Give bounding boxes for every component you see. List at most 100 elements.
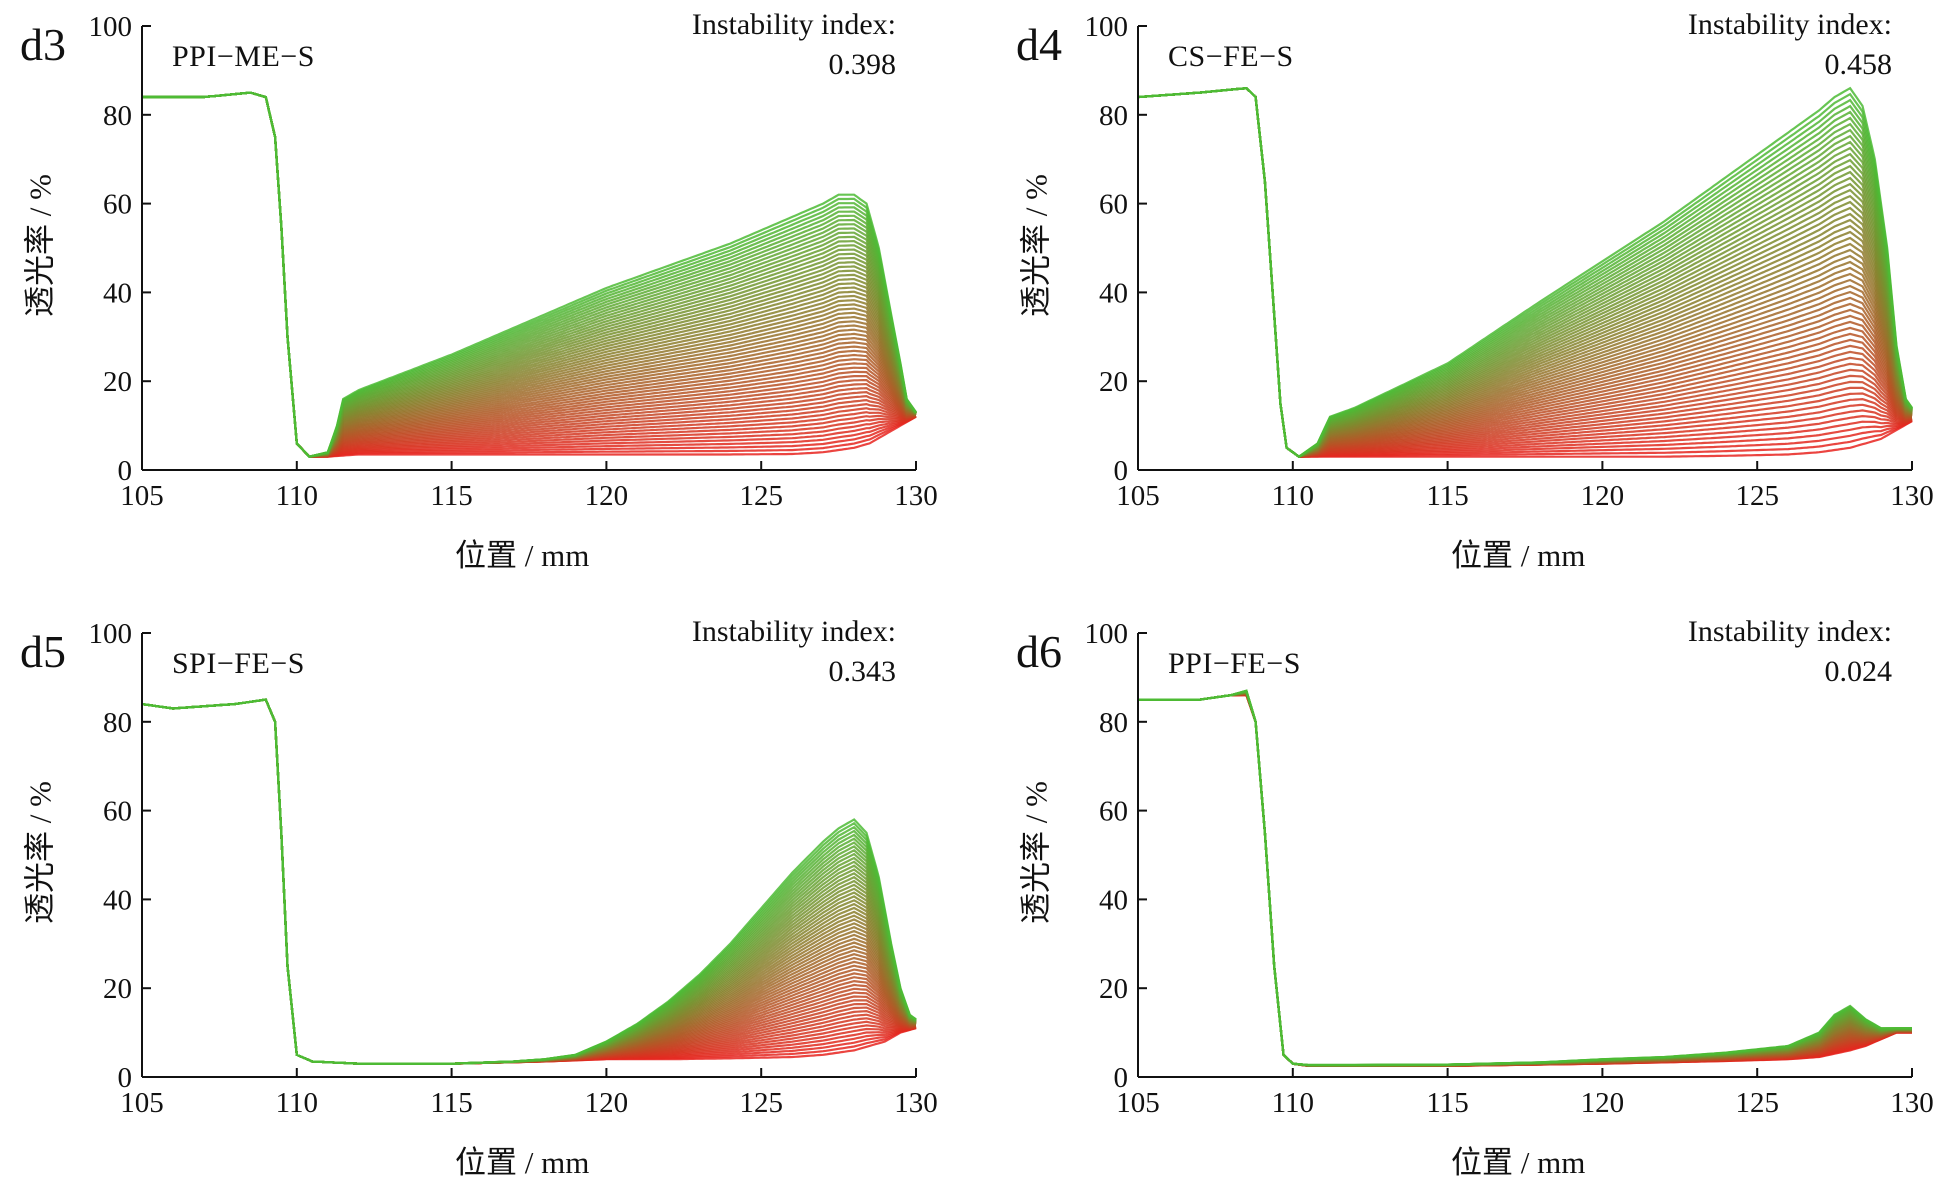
- transmission-curve: [1138, 691, 1912, 1067]
- transmission-curve: [1138, 693, 1912, 1067]
- transmission-curve: [1138, 690, 1912, 1067]
- y-tick-label: 40: [103, 884, 132, 916]
- x-tick-label: 115: [1426, 480, 1468, 512]
- plot-area: 105 110 115 120 125 130 0 20 40 60 80 100: [1085, 11, 1934, 512]
- y-tick-label: 20: [1099, 366, 1128, 398]
- transmission-curve: [1138, 689, 1912, 1067]
- panel-label: d3: [20, 19, 66, 70]
- transmission-curve: [1138, 693, 1912, 1067]
- y-tick-label: 40: [1099, 884, 1128, 916]
- x-tick-label: 105: [1116, 480, 1160, 512]
- transmission-curve: [1138, 689, 1912, 1067]
- x-tick-label: 110: [276, 1087, 318, 1119]
- x-tick-label: 115: [430, 480, 472, 512]
- transmission-curve: [1138, 692, 1912, 1067]
- y-tick-label: 40: [103, 277, 132, 309]
- y-tick-label: 60: [103, 796, 132, 828]
- instability-index-value: 0.458: [1824, 48, 1893, 81]
- y-tick-label: 0: [118, 1062, 133, 1094]
- transmission-curve: [1138, 691, 1912, 1067]
- transmission-curve: [1138, 692, 1912, 1067]
- instability-index-value: 0.024: [1824, 655, 1893, 688]
- y-tick-label: 80: [1099, 707, 1128, 739]
- y-axis-label: 透光率 / %: [1018, 174, 1054, 317]
- instability-index-label: Instability index:: [1687, 615, 1892, 648]
- instability-index-label: Instability index:: [691, 8, 896, 41]
- x-tick-label: 130: [1890, 480, 1934, 512]
- y-tick-label: 60: [1099, 189, 1128, 221]
- transmission-curve: [1138, 692, 1912, 1067]
- transmission-curve: [1138, 692, 1912, 1067]
- transmission-curve: [1138, 689, 1912, 1067]
- transmission-curve: [1138, 690, 1912, 1067]
- y-tick-label: 0: [1114, 1062, 1129, 1094]
- y-tick-label: 100: [89, 618, 133, 650]
- x-tick-label: 110: [1272, 1087, 1314, 1119]
- transmission-curve: [1138, 692, 1912, 1067]
- sample-name: PPI−FE−S: [1168, 647, 1301, 680]
- transmission-curve: [1138, 689, 1912, 1067]
- instability-index-label: Instability index:: [691, 615, 896, 648]
- curve-family: [1138, 689, 1912, 1067]
- x-tick-label: 125: [739, 480, 783, 512]
- transmission-curve: [1138, 690, 1912, 1067]
- x-tick-label: 130: [1890, 1087, 1934, 1119]
- x-axis-label: 位置 / mm: [1451, 538, 1586, 573]
- transmission-curve: [1138, 692, 1912, 1067]
- transmission-curve: [1138, 693, 1912, 1067]
- x-tick-label: 130: [894, 1087, 938, 1119]
- transmission-curve: [1138, 693, 1912, 1067]
- transmission-curve: [1138, 689, 1912, 1067]
- transmission-curve: [1138, 689, 1912, 1067]
- y-axis-label: 透光率 / %: [22, 781, 58, 924]
- transmission-curve: [1138, 691, 1912, 1067]
- x-tick-label: 105: [120, 480, 164, 512]
- plot-area: 105 110 115 120 125 130 0 20 40 60 80 100: [89, 618, 938, 1119]
- transmission-curve: [1138, 692, 1912, 1067]
- transmission-curve: [1138, 693, 1912, 1067]
- transmission-curve: [1138, 691, 1912, 1067]
- transmission-curve: [1138, 691, 1912, 1067]
- x-tick-label: 125: [1735, 1087, 1779, 1119]
- transmission-curve: [1138, 693, 1912, 1067]
- sample-name: PPI−ME−S: [172, 40, 315, 73]
- transmission-curve: [141, 698, 917, 1065]
- transmission-curve: [1138, 689, 1912, 1067]
- transmission-curve: [1138, 690, 1912, 1067]
- x-tick-label: 110: [276, 480, 318, 512]
- transmission-curve: [1138, 691, 1912, 1067]
- curve-family: [1137, 86, 1913, 459]
- instability-index-value: 0.343: [828, 655, 897, 688]
- transmission-curve: [1138, 690, 1912, 1067]
- transmission-curve: [1138, 691, 1912, 1067]
- transmission-curve: [142, 91, 917, 458]
- panel-label: d6: [1016, 626, 1062, 677]
- plot-area: 105 110 115 120 125 130 0 20 40 60 80 100: [1085, 618, 1934, 1119]
- x-tick-label: 120: [585, 480, 629, 512]
- sample-name: SPI−FE−S: [172, 647, 305, 680]
- x-tick-label: 130: [894, 480, 938, 512]
- x-tick-label: 105: [120, 1087, 164, 1119]
- x-tick-label: 120: [585, 1087, 629, 1119]
- x-axis-label: 位置 / mm: [455, 1145, 590, 1180]
- transmission-curve: [1138, 691, 1912, 1067]
- transmission-curve: [1138, 691, 1912, 1067]
- transmission-curve: [1138, 692, 1912, 1067]
- transmission-curve: [1138, 692, 1912, 1067]
- transmission-curve: [1138, 693, 1912, 1067]
- sample-name: CS−FE−S: [1168, 40, 1294, 73]
- plot-area: 105 110 115 120 125 130 0 20 40 60 80 100: [89, 11, 938, 512]
- transmission-curve: [1137, 86, 1913, 459]
- transmission-curve: [1138, 691, 1912, 1067]
- y-tick-label: 80: [103, 707, 132, 739]
- chart-panel-d4: 105 110 115 120 125 130 0 20 40 60 80 100 d4 CS−FE−…: [996, 0, 1941, 590]
- y-tick-label: 0: [1114, 455, 1129, 487]
- transmission-curve: [1138, 689, 1912, 1067]
- transmission-curve: [1138, 691, 1912, 1067]
- transmission-curve: [1138, 693, 1912, 1067]
- y-tick-label: 40: [1099, 277, 1128, 309]
- x-tick-label: 115: [430, 1087, 472, 1119]
- panel-label: d5: [20, 626, 66, 677]
- transmission-curve: [1138, 693, 1912, 1067]
- transmission-curve: [1138, 690, 1912, 1067]
